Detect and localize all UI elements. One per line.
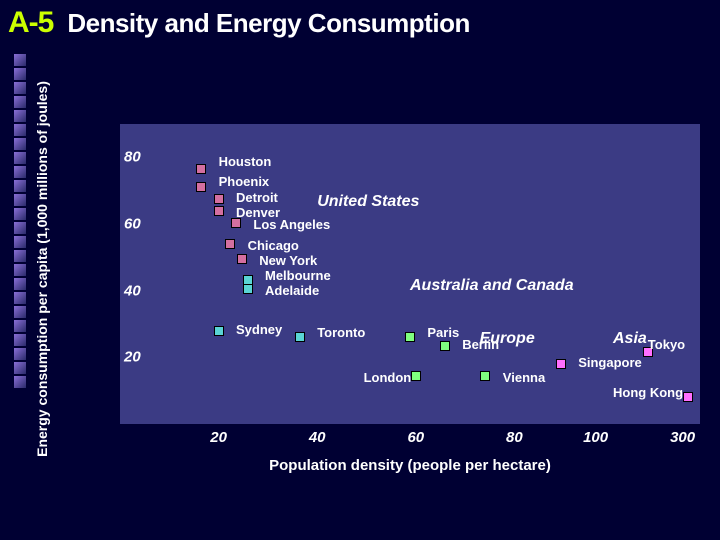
x-tick: 20 <box>210 429 227 446</box>
bullet-square <box>14 222 26 234</box>
x-axis-label: Population density (people per hectare) <box>269 457 551 474</box>
bullet-square <box>14 376 26 388</box>
point-label: Los Angeles <box>253 217 330 232</box>
point-label: Paris <box>427 325 459 340</box>
bullet-square <box>14 264 26 276</box>
point-label: Berlin <box>462 337 499 352</box>
slide-number: A-5 <box>8 6 53 40</box>
data-point <box>295 332 305 342</box>
bullet-square <box>14 306 26 318</box>
data-point <box>237 254 247 264</box>
point-label: Vienna <box>503 370 545 385</box>
bullet-square <box>14 110 26 122</box>
data-point <box>225 239 235 249</box>
bullet-square <box>14 250 26 262</box>
y-tick: 60 <box>124 216 141 233</box>
point-label: Houston <box>219 154 272 169</box>
data-point <box>214 206 224 216</box>
data-point <box>556 359 566 369</box>
bullet-square <box>14 54 26 66</box>
point-label: Phoenix <box>219 174 270 189</box>
bullet-square <box>14 82 26 94</box>
data-point <box>196 164 206 174</box>
data-point <box>214 326 224 336</box>
data-point <box>231 218 241 228</box>
point-label: Tokyo <box>648 337 685 352</box>
bullet-square <box>14 138 26 150</box>
x-tick: 60 <box>407 429 424 446</box>
x-tick: 40 <box>309 429 326 446</box>
point-label: New York <box>259 253 317 268</box>
region-label: Australia and Canada <box>410 277 574 295</box>
x-tick: 300 <box>670 429 695 446</box>
y-tick: 40 <box>124 282 141 299</box>
x-tick: 80 <box>506 429 523 446</box>
y-axis-label: Energy consumption per capita (1,000 mil… <box>34 81 50 457</box>
bullet-square <box>14 334 26 346</box>
bullet-square <box>14 362 26 374</box>
bullet-square <box>14 152 26 164</box>
bullet-square <box>14 194 26 206</box>
bullet-square <box>14 166 26 178</box>
point-label: Singapore <box>578 355 642 370</box>
plot-area: Population density (people per hectare) … <box>120 124 700 424</box>
bullet-square <box>14 348 26 360</box>
y-tick: 80 <box>124 149 141 166</box>
bullet-decoration <box>14 54 26 388</box>
point-label: Chicago <box>248 238 299 253</box>
data-point <box>405 332 415 342</box>
bullet-square <box>14 68 26 80</box>
bullet-square <box>14 124 26 136</box>
data-point <box>214 194 224 204</box>
bullet-square <box>14 278 26 290</box>
data-point <box>683 392 693 402</box>
region-label: Asia <box>613 330 647 348</box>
bullet-square <box>14 320 26 332</box>
data-point <box>480 371 490 381</box>
data-point <box>440 341 450 351</box>
data-point <box>411 371 421 381</box>
point-label: Toronto <box>317 325 365 340</box>
point-label: London <box>364 370 412 385</box>
data-point <box>196 182 206 192</box>
bullet-square <box>14 292 26 304</box>
x-tick: 100 <box>583 429 608 446</box>
point-label: Hong Kong <box>613 385 683 400</box>
data-point <box>243 284 253 294</box>
point-label: Melbourne <box>265 268 331 283</box>
bullet-square <box>14 208 26 220</box>
scatter-chart: Energy consumption per capita (1,000 mil… <box>90 54 710 484</box>
y-tick: 20 <box>124 349 141 366</box>
region-label: United States <box>317 193 419 211</box>
point-label: Detroit <box>236 190 278 205</box>
point-label: Sydney <box>236 322 282 337</box>
page-title: Density and Energy Consumption <box>67 8 470 39</box>
bullet-square <box>14 180 26 192</box>
point-label: Adelaide <box>265 283 319 298</box>
bullet-square <box>14 236 26 248</box>
bullet-square <box>14 96 26 108</box>
